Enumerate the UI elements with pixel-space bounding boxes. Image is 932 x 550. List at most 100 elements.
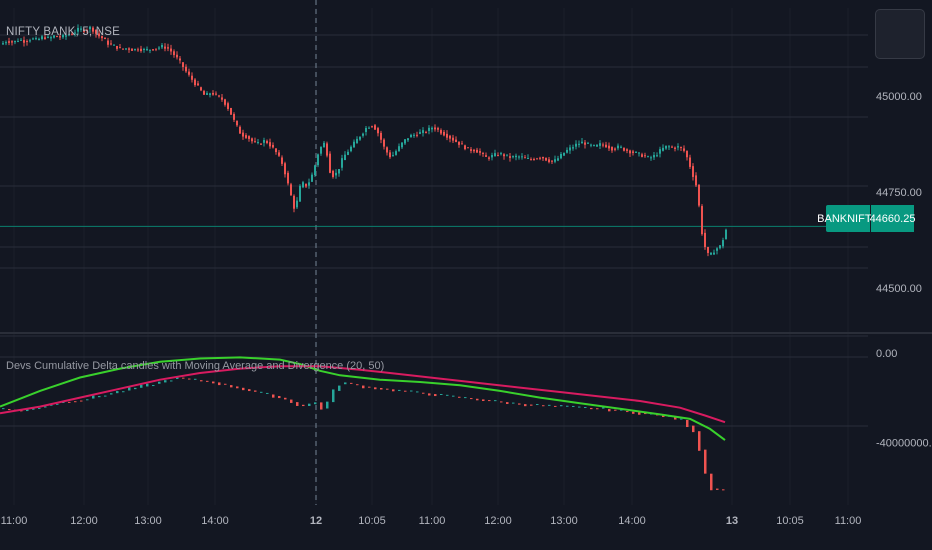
delta-candle bbox=[458, 396, 461, 398]
price-candle bbox=[599, 143, 601, 146]
delta-candle bbox=[380, 388, 383, 390]
price-candle bbox=[677, 146, 679, 148]
price-candle bbox=[602, 144, 604, 146]
delta-candle bbox=[236, 386, 239, 389]
delta-candle bbox=[500, 401, 503, 403]
price-candle bbox=[20, 39, 22, 41]
price-candle bbox=[107, 40, 109, 45]
delta-candle bbox=[422, 392, 425, 394]
price-candle bbox=[626, 149, 628, 151]
delta-candle bbox=[566, 405, 569, 407]
delta-candle bbox=[218, 382, 221, 386]
price-candle bbox=[182, 62, 184, 68]
price-candle bbox=[311, 174, 313, 182]
price-candle bbox=[341, 158, 343, 168]
delta-candle bbox=[122, 391, 125, 393]
price-candle bbox=[71, 34, 73, 36]
price-candle bbox=[695, 175, 697, 186]
price-candle bbox=[422, 130, 424, 133]
price-candle bbox=[116, 46, 118, 49]
price-candle bbox=[476, 149, 478, 153]
price-candle bbox=[2, 43, 4, 45]
price-candle bbox=[35, 38, 37, 40]
price-candle bbox=[134, 48, 136, 50]
price-candle bbox=[401, 142, 403, 148]
price-candle bbox=[266, 140, 268, 144]
price-candle bbox=[350, 146, 352, 152]
price-candle bbox=[140, 48, 142, 52]
delta-candle bbox=[38, 407, 41, 409]
price-candle bbox=[620, 146, 622, 148]
price-candle bbox=[665, 145, 667, 149]
price-candle bbox=[410, 134, 412, 138]
delta-candle bbox=[506, 402, 509, 404]
price-candle bbox=[38, 38, 40, 40]
price-candle bbox=[65, 35, 67, 37]
price-candle bbox=[194, 79, 196, 86]
indicator-title[interactable]: Devs Cumulative Delta candles with Movin… bbox=[6, 360, 385, 372]
delta-candle bbox=[446, 394, 449, 396]
price-candle bbox=[122, 48, 124, 50]
price-candle bbox=[647, 156, 649, 158]
price-candle bbox=[722, 240, 724, 247]
x-tick-label: 11:00 bbox=[419, 515, 446, 527]
price-candle bbox=[527, 157, 529, 159]
price-candle bbox=[725, 229, 727, 240]
price-candle bbox=[590, 144, 592, 146]
price-candle bbox=[149, 49, 151, 51]
price-candle bbox=[374, 125, 376, 130]
delta-candle bbox=[344, 382, 347, 385]
price-candle bbox=[596, 144, 598, 147]
delta-candle bbox=[182, 377, 185, 379]
price-candle bbox=[83, 29, 85, 32]
delta-candle bbox=[542, 405, 545, 407]
price-candle bbox=[659, 149, 661, 154]
price-candle bbox=[575, 143, 577, 147]
delta-candle bbox=[194, 378, 197, 380]
delta-candle bbox=[488, 400, 491, 402]
price-candle bbox=[488, 157, 490, 159]
price-candle bbox=[380, 132, 382, 140]
indicator-tick-label: -40000000.00 bbox=[876, 437, 932, 449]
price-candle bbox=[425, 131, 427, 133]
delta-candle bbox=[710, 473, 713, 491]
x-tick-label: 12:00 bbox=[484, 515, 512, 527]
price-candle bbox=[542, 156, 544, 159]
indicator-tick-label: 0.00 bbox=[876, 348, 897, 360]
price-candle bbox=[587, 142, 589, 144]
delta-candle bbox=[2, 408, 5, 410]
symbol-title[interactable]: NIFTY BANK, 5, NSE bbox=[6, 26, 120, 38]
price-candle bbox=[17, 40, 19, 42]
delta-candle bbox=[296, 402, 299, 406]
delta-candle bbox=[428, 393, 431, 396]
price-candle bbox=[443, 131, 445, 136]
x-tick-label: 13 bbox=[726, 515, 738, 527]
price-candle bbox=[680, 146, 682, 148]
price-candle bbox=[308, 182, 310, 186]
price-candle bbox=[413, 134, 415, 136]
price-tick-label: 45000.00 bbox=[876, 91, 922, 103]
price-candle bbox=[398, 146, 400, 152]
price-candle bbox=[278, 152, 280, 156]
price-candle bbox=[176, 54, 178, 58]
price-candle bbox=[563, 152, 565, 156]
delta-candle bbox=[482, 399, 485, 402]
price-candle bbox=[416, 134, 418, 136]
chart-widget-button[interactable] bbox=[875, 9, 925, 59]
price-candle bbox=[629, 150, 631, 154]
price-candle bbox=[188, 71, 190, 75]
price-candle bbox=[581, 141, 583, 144]
price-candle bbox=[212, 92, 214, 95]
price-candle bbox=[287, 172, 289, 184]
delta-candle bbox=[692, 425, 695, 433]
price-candle bbox=[458, 141, 460, 145]
price-candle bbox=[362, 133, 364, 136]
price-candle bbox=[518, 156, 520, 158]
price-candle bbox=[608, 145, 610, 149]
delta-candle bbox=[80, 400, 83, 402]
price-candle bbox=[242, 132, 244, 137]
price-candle bbox=[326, 143, 328, 156]
price-candle bbox=[62, 34, 64, 38]
price-candle bbox=[635, 151, 637, 153]
